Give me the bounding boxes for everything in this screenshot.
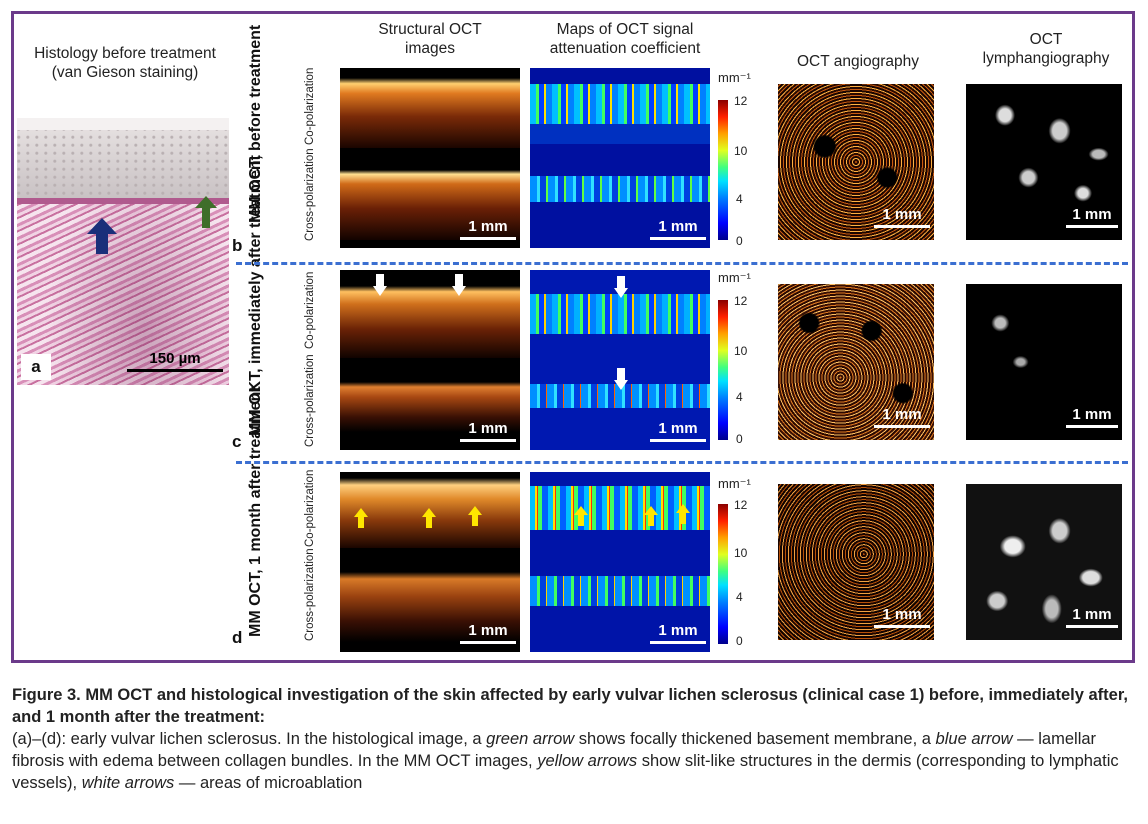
- white-arrow-icon: [614, 368, 628, 395]
- caption-emphasis: white arrows: [81, 774, 175, 792]
- header-angiography: OCT angiography: [796, 53, 920, 70]
- angiography-d: 1 mm: [778, 484, 934, 640]
- colorbar-tick: 0: [736, 432, 743, 446]
- colorbar-unit-c: mm⁻¹: [718, 270, 751, 285]
- colorbar-d: [718, 504, 728, 644]
- lymphangiography-d: 1 mm: [966, 484, 1122, 640]
- blue-arrow-icon: [87, 218, 117, 259]
- scale-label: 1 mm: [468, 420, 508, 437]
- caption-emphasis: blue arrow: [935, 730, 1013, 748]
- yellow-arrow-icon: [644, 506, 658, 531]
- attenuation-map-b: 1 mm: [530, 68, 710, 248]
- colorbar-c: [718, 300, 728, 440]
- panel-c-letter: c: [232, 432, 242, 451]
- header-attenuation: Maps of OCT signal attenuation coefficie…: [549, 21, 701, 57]
- scale-label: 1 mm: [882, 406, 922, 423]
- scale-label: 1 mm: [882, 206, 922, 223]
- angiography-b: 1 mm: [778, 84, 934, 240]
- polarization-label-cross-b: Cross-polarization: [304, 148, 316, 241]
- epidermis-layer: [17, 118, 229, 204]
- yellow-arrow-icon: [574, 506, 588, 531]
- yellow-arrow-icon: [676, 504, 690, 529]
- polarization-label-co-c: Co-polarization: [304, 271, 316, 349]
- white-arrow-icon: [373, 274, 387, 301]
- caption-text: — areas of microablation: [174, 774, 363, 792]
- lymphangiography-c: 1 mm: [966, 284, 1122, 440]
- row-separator: [236, 461, 1128, 464]
- colorbar-tick: 12: [734, 498, 748, 512]
- colorbar-tick: 4: [736, 192, 743, 206]
- histology-scale-bar: 150 µm: [127, 350, 223, 372]
- colorbar-tick: 12: [734, 94, 748, 108]
- scale-label: 1 mm: [658, 420, 698, 437]
- caption-text: (a)–(d): early vulvar lichen sclerosus. …: [12, 730, 487, 748]
- yellow-arrow-icon: [422, 508, 436, 533]
- polarization-label-cross-c: Cross-polarization: [304, 354, 316, 447]
- caption-emphasis: green arrow: [486, 730, 575, 748]
- scale-label: 1 mm: [1072, 606, 1112, 623]
- colorbar-tick: 10: [734, 144, 748, 158]
- scale-label: 1 mm: [1072, 406, 1112, 423]
- caption-text: shows focally thickened basement membran…: [574, 730, 936, 748]
- colorbar-tick: 4: [736, 390, 743, 404]
- yellow-arrow-icon: [468, 506, 482, 531]
- colorbar-b: [718, 100, 728, 240]
- structural-oct-d: 1 mm: [340, 472, 520, 652]
- header-structural: Structural OCT images: [378, 21, 482, 57]
- caption-text: show slit-like structures in the dermis …: [12, 752, 1119, 792]
- histology-image: a 150 µm: [17, 118, 229, 385]
- attenuation-map-c: 1 mm: [530, 270, 710, 450]
- header-lymph: OCT lymphangiography: [982, 31, 1110, 67]
- colorbar-tick: 10: [734, 546, 748, 560]
- caption-title: Figure 3. MM OCT and histological invest…: [12, 686, 1128, 726]
- polarization-label-co-b: Co-polarization: [304, 67, 316, 145]
- scale-label: 1 mm: [658, 218, 698, 235]
- attenuation-map-d: 1 mm: [530, 472, 710, 652]
- colorbar-tick: 10: [734, 344, 748, 358]
- white-arrow-icon: [452, 274, 466, 301]
- colorbar-tick: 12: [734, 294, 748, 308]
- colorbar-unit-d: mm⁻¹: [718, 476, 751, 491]
- row-label-d: MM OCT, 1 month after treatment: [247, 386, 264, 637]
- angiography-c: 1 mm: [778, 284, 934, 440]
- panel-a-letter: a: [21, 354, 51, 380]
- white-arrow-icon: [614, 276, 628, 303]
- scale-label: 1 mm: [1072, 206, 1112, 223]
- caption-emphasis: yellow arrows: [537, 752, 638, 770]
- stratum-corneum: [17, 118, 229, 130]
- scale-label: 1 mm: [468, 622, 508, 639]
- header-histology: Histology before treatment (van Gieson s…: [34, 45, 216, 81]
- polarization-label-cross-d: Cross-polarization: [304, 548, 316, 641]
- histology-scale-label: 150 µm: [149, 350, 201, 367]
- polarization-label-co-d: Co-polarization: [304, 469, 316, 547]
- scale-label: 1 mm: [468, 218, 508, 235]
- scale-label: 1 mm: [658, 622, 698, 639]
- scale-label: 1 mm: [882, 606, 922, 623]
- yellow-arrow-icon: [354, 508, 368, 533]
- colorbar-tick: 0: [736, 634, 743, 648]
- colorbar-tick: 4: [736, 590, 743, 604]
- caption-text: — lamellar fibrosis with edema between c…: [12, 730, 1097, 770]
- colorbar-tick: 0: [736, 234, 743, 248]
- structural-oct-c: 1 mm: [340, 270, 520, 450]
- row-separator: [236, 262, 1128, 265]
- green-arrow-icon: [195, 196, 217, 233]
- panel-b-letter: b: [232, 236, 243, 255]
- colorbar-unit-b: mm⁻¹: [718, 70, 751, 85]
- lymphangiography-b: 1 mm: [966, 84, 1122, 240]
- structural-oct-b: 1 mm: [340, 68, 520, 248]
- figure-caption: Figure 3. MM OCT and histological invest…: [12, 684, 1136, 794]
- panel-d-letter: d: [232, 628, 243, 647]
